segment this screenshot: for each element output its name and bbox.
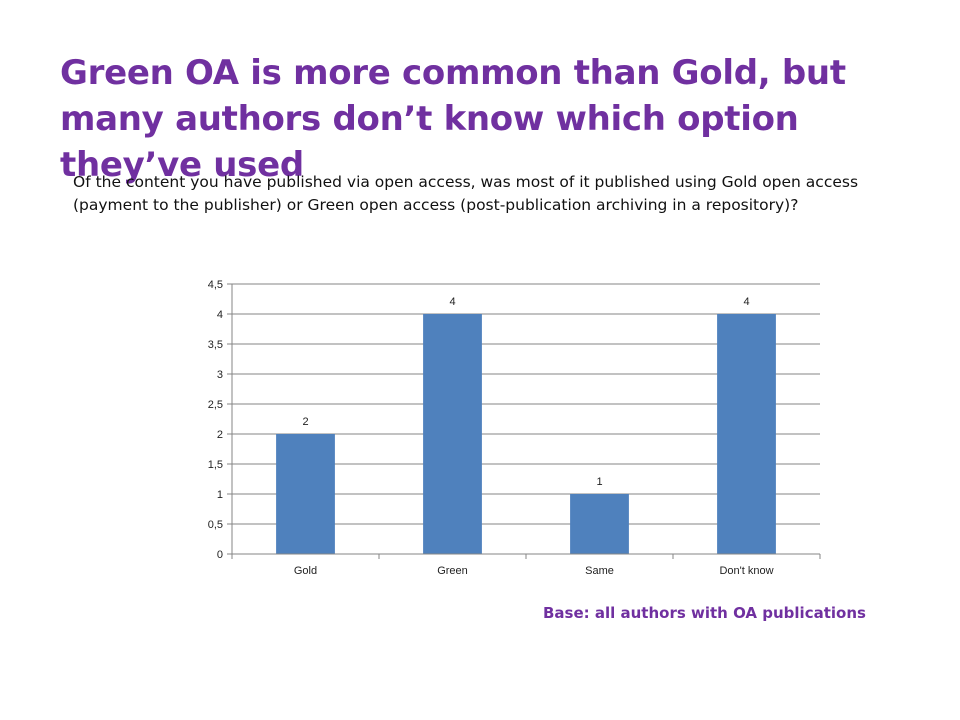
bar-gold bbox=[276, 434, 335, 554]
axes bbox=[227, 283, 821, 559]
x-tick-label: Gold bbox=[294, 565, 317, 577]
y-tick-label: 2 bbox=[217, 429, 223, 441]
y-tick-label: 1,5 bbox=[208, 459, 223, 471]
slide-title: Green OA is more common than Gold, but m… bbox=[60, 53, 846, 185]
data-label: 4 bbox=[449, 296, 455, 308]
y-tick-label: 1 bbox=[217, 489, 223, 501]
x-tick-label: Same bbox=[585, 565, 614, 577]
y-tick-label: 0,5 bbox=[208, 519, 223, 531]
labels: 0 0,5 1 1,5 2 2,5 3 3,5 4 4,5 2 Gold 4 Green 1 Same 4 Don… bbox=[208, 279, 774, 577]
data-label: 4 bbox=[743, 296, 749, 308]
x-tick-label: Don't know bbox=[719, 565, 773, 577]
bar-green bbox=[423, 314, 482, 554]
y-tick-label: 2,5 bbox=[208, 399, 223, 411]
bars bbox=[276, 314, 776, 554]
y-tick-label: 3,5 bbox=[208, 339, 223, 351]
bar-don-t-know bbox=[717, 314, 776, 554]
y-tick-label: 4,5 bbox=[208, 279, 223, 291]
bar-same bbox=[570, 494, 629, 554]
bar-chart: 0 0,5 1 1,5 2 2,5 3 3,5 4 4,5 2 Gold 4 Green 1 Same 4 Don… bbox=[208, 279, 821, 577]
base-note: Base: all authors with OA publications bbox=[543, 604, 866, 622]
data-label: 1 bbox=[596, 476, 602, 488]
data-label: 2 bbox=[302, 416, 308, 428]
survey-question: Of the content you have published via op… bbox=[73, 173, 859, 214]
y-tick-label: 3 bbox=[217, 369, 223, 381]
y-tick-label: 4 bbox=[217, 309, 223, 321]
y-tick-label: 0 bbox=[217, 549, 223, 561]
x-tick-label: Green bbox=[437, 565, 468, 577]
